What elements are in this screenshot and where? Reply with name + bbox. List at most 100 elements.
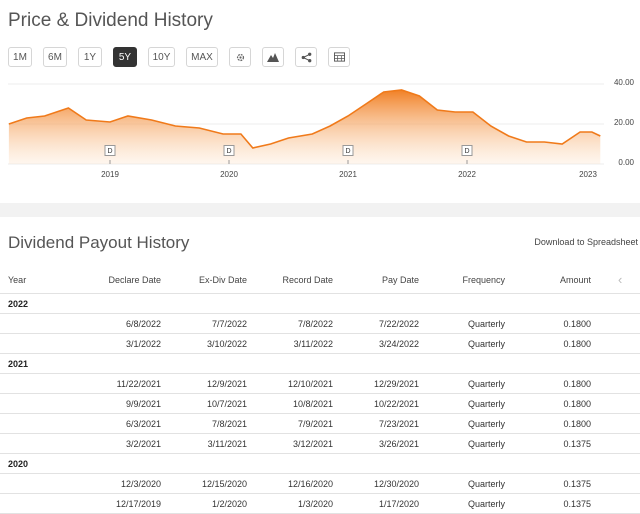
x-tick-label: 2020 [220, 170, 238, 179]
table-cell: 12/16/2020 [287, 479, 333, 489]
table-cell: 3/1/2022 [125, 339, 161, 349]
table-cell: Quarterly [467, 499, 505, 509]
table-cell: 12/29/2021 [373, 379, 419, 389]
range-1m-button[interactable]: 1M [8, 47, 32, 67]
share-icon[interactable] [295, 47, 317, 67]
col-frequency[interactable]: Frequency [462, 275, 505, 285]
table-cell: 0.1800 [563, 379, 591, 389]
table-cell: 6/3/2021 [125, 419, 161, 429]
table-cell: Quarterly [467, 379, 505, 389]
table-cell: 7/7/2022 [211, 319, 247, 329]
x-tick-label: 2021 [339, 170, 357, 179]
price-line [8, 89, 601, 149]
x-tick-label: 2023 [579, 170, 597, 179]
mountain-icon[interactable] [262, 47, 284, 67]
table-row: 12/17/2019 1/2/2020 1/3/2020 1/17/2020 Quart… [0, 493, 640, 512]
y-tick-label: 20.00 [613, 118, 634, 127]
table-cell: 1/17/2020 [378, 499, 419, 509]
row-divider [0, 313, 640, 314]
table-cell: 0.1375 [563, 499, 591, 509]
table-cell: 3/10/2022 [206, 339, 247, 349]
table-cell: 3/11/2022 [293, 339, 333, 349]
table-cell: 7/8/2021 [211, 419, 247, 429]
table-cell: 11/22/2021 [116, 379, 161, 389]
table-cell: Quarterly [467, 479, 505, 489]
table-row: 3/2/2021 3/11/2021 3/12/2021 3/26/2021 Quart… [0, 433, 640, 452]
range-5y-button[interactable]: 5Y [113, 47, 137, 67]
section-title: Dividend Payout History [8, 233, 190, 252]
table-cell: 3/24/2022 [378, 339, 419, 349]
dividend-marker[interactable]: D [223, 145, 235, 156]
table-cell: 12/10/2021 [287, 379, 333, 389]
range-max-button[interactable]: MAX [186, 47, 218, 67]
dividend-marker[interactable]: D [461, 145, 473, 156]
table-cell: Quarterly [467, 399, 505, 409]
table-row: 12/3/2020 12/15/2020 12/16/2020 12/30/2020 Q… [0, 473, 640, 492]
table-cell: 3/2/2021 [125, 439, 161, 449]
price-chart[interactable]: 40.00 20.00 0.00 2019 2020 2021 2022 202… [0, 76, 640, 186]
table-cell: Quarterly [467, 419, 505, 429]
table-cell: 7/9/2021 [297, 419, 333, 429]
table-cell: 1/3/2020 [297, 499, 333, 509]
col-pay-date[interactable]: Pay Date [381, 275, 419, 285]
row-divider [0, 293, 640, 294]
table-cell: 0.1375 [563, 439, 591, 449]
row-divider [0, 473, 640, 474]
table-cell: 0.1800 [563, 419, 591, 429]
x-tick-label: 2022 [458, 170, 476, 179]
row-divider [0, 433, 640, 434]
price-area-chart [8, 83, 604, 165]
table-row: 9/9/2021 10/7/2021 10/8/2021 10/22/2021 Quar… [0, 393, 640, 412]
col-record-date[interactable]: Record Date [282, 275, 333, 285]
table-cell: 10/22/2021 [373, 399, 419, 409]
page-title: Price & Dividend History [8, 10, 213, 31]
dividend-marker[interactable]: D [104, 145, 116, 156]
col-declare-date[interactable]: Declare Date [108, 275, 161, 285]
table-cell: 12/30/2020 [373, 479, 419, 489]
year-group-label: 2020 [8, 459, 29, 469]
range-1y-button[interactable]: 1Y [78, 47, 102, 67]
range-6m-button[interactable]: 6M [43, 47, 67, 67]
table-row: 3/1/2022 3/10/2022 3/11/2022 3/24/2022 Quart… [0, 333, 640, 352]
table-cell: 12/9/2021 [206, 379, 247, 389]
table-icon[interactable] [328, 47, 350, 67]
table-cell: 0.1800 [563, 399, 591, 409]
table-row: 6/8/2022 7/7/2022 7/8/2022 7/22/2022 Quarter… [0, 313, 640, 332]
year-group-label: 2021 [8, 359, 29, 369]
table-cell: Quarterly [467, 339, 505, 349]
row-divider [0, 353, 640, 354]
table-cell: Quarterly [467, 439, 505, 449]
table-cell: 1/2/2020 [211, 499, 247, 509]
table-cell: 0.1375 [563, 479, 591, 489]
x-tick-label: 2019 [101, 170, 119, 179]
table-cell: 10/7/2021 [206, 399, 247, 409]
table-cell: 7/22/2022 [378, 319, 419, 329]
table-prev-icon[interactable]: ‹ [618, 272, 623, 287]
dividend-marker[interactable]: D [342, 145, 354, 156]
row-divider [0, 453, 640, 454]
table-cell: 12/15/2020 [201, 479, 247, 489]
table-cell: 3/26/2021 [378, 439, 419, 449]
section-divider [0, 203, 640, 217]
y-tick-label: 0.00 [618, 158, 634, 167]
table-cell: 0.1800 [563, 319, 591, 329]
table-cell: Quarterly [467, 319, 505, 329]
col-ex-div-date[interactable]: Ex-Div Date [198, 275, 247, 285]
row-divider [0, 413, 640, 414]
download-link[interactable]: Download to Spreadsheet [534, 237, 638, 247]
gear-icon[interactable] [229, 47, 251, 67]
table-cell: 7/8/2022 [297, 319, 333, 329]
table-row: 11/22/2021 12/9/2021 12/10/2021 12/29/2021 Q… [0, 373, 640, 392]
year-group-label: 2022 [8, 299, 29, 309]
table-row: 6/3/2021 7/8/2021 7/9/2021 7/23/2021 Quarter… [0, 413, 640, 432]
col-amount[interactable]: Amount [559, 275, 591, 285]
row-divider [0, 493, 640, 494]
table-cell: 0.1800 [563, 339, 591, 349]
col-year[interactable]: Year [8, 275, 27, 285]
y-tick-label: 40.00 [613, 78, 634, 87]
range-10y-button[interactable]: 10Y [148, 47, 175, 67]
range-toolbar: 1M 6M 1Y 5Y 10Y MAX [8, 47, 361, 67]
row-divider [0, 333, 640, 334]
table-cell: 7/23/2021 [378, 419, 419, 429]
table-cell: 6/8/2022 [125, 319, 161, 329]
